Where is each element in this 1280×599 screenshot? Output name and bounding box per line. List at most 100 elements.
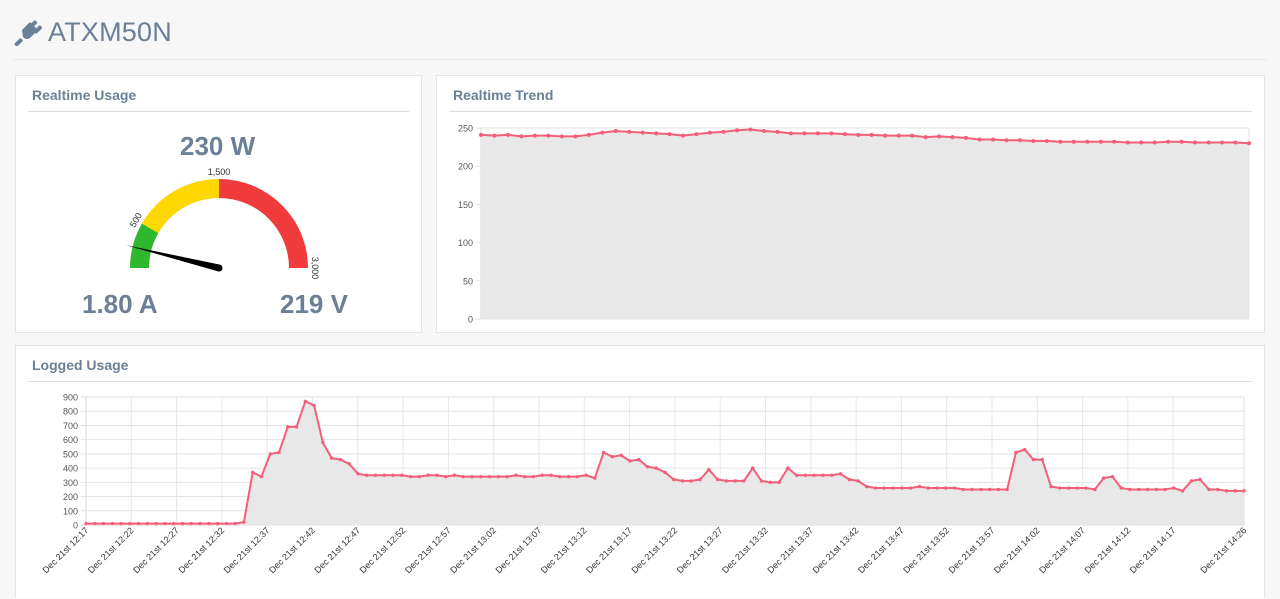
x-tick-label: Dec 21st 12:32: [176, 525, 226, 575]
page-header: ATXM50N: [14, 12, 172, 52]
data-point: [873, 486, 878, 490]
y-tick-label: 700: [63, 421, 78, 431]
data-point: [1145, 487, 1150, 492]
data-point: [636, 457, 641, 462]
data-point: [619, 453, 623, 458]
current-reading: 1.80 A: [82, 289, 158, 319]
data-point: [1163, 487, 1167, 492]
data-point: [1040, 457, 1044, 462]
data-point: [1084, 486, 1088, 490]
data-point: [540, 473, 544, 477]
data-point: [847, 477, 851, 482]
data-point: [1093, 487, 1097, 492]
x-tick-label: Dec 21st 13:42: [811, 525, 861, 575]
y-tick-label: 100: [458, 238, 473, 248]
data-point: [935, 486, 939, 490]
x-tick-label: Dec 21st 13:32: [720, 525, 770, 575]
data-point: [400, 473, 404, 477]
data-point: [865, 484, 869, 489]
data-point: [910, 133, 915, 138]
data-point: [759, 479, 764, 483]
data-point: [356, 472, 360, 476]
data-point: [119, 521, 123, 526]
data-point: [829, 131, 834, 136]
data-point: [970, 487, 974, 492]
panel-title: Logged Usage: [32, 357, 129, 373]
data-point: [987, 487, 992, 492]
data-point: [883, 133, 888, 138]
data-point: [1066, 486, 1071, 490]
data-point: [829, 473, 834, 477]
data-point: [294, 425, 299, 429]
data-point: [979, 487, 983, 492]
data-point: [338, 457, 343, 462]
y-tick-label: 500: [63, 449, 78, 459]
x-tick-label: Dec 21st 13:17: [584, 525, 634, 575]
data-point: [748, 127, 753, 132]
y-tick-label: 150: [458, 200, 473, 210]
panel-divider: [28, 111, 409, 112]
data-point: [1128, 487, 1132, 492]
data-point: [93, 521, 97, 526]
gauge-band: [130, 223, 159, 268]
x-tick-label: Dec 21st 13:22: [629, 525, 679, 575]
y-tick-label: 250: [458, 124, 473, 134]
x-tick-label: Dec 21st 12:52: [358, 525, 408, 575]
data-point: [708, 130, 713, 135]
data-point: [1198, 477, 1202, 482]
data-point: [268, 452, 272, 456]
data-point: [1085, 139, 1090, 144]
data-point: [365, 473, 369, 477]
x-tick-label: Dec 21st 13:47: [856, 525, 906, 575]
data-point: [1058, 486, 1062, 490]
data-point: [233, 521, 237, 526]
data-point: [558, 474, 562, 479]
data-point: [1005, 487, 1009, 492]
data-point: [505, 132, 510, 137]
x-tick-label: Dec 21st 14:26: [1199, 525, 1249, 575]
data-point: [1112, 139, 1117, 144]
data-point: [586, 132, 591, 137]
data-point: [724, 479, 729, 483]
data-point: [435, 473, 439, 477]
panel-divider: [449, 111, 1252, 112]
data-point: [496, 474, 501, 479]
data-point: [721, 129, 726, 134]
x-tick-label: Dec 21st 12:17: [41, 525, 91, 575]
data-point: [584, 473, 588, 477]
y-tick-label: 100: [63, 506, 78, 516]
data-point: [856, 479, 860, 483]
data-point: [154, 521, 158, 526]
logged-usage-panel: Logged Usage 0 100 200 300 400 500 600 700 800 90…: [15, 345, 1265, 598]
data-point: [654, 466, 658, 470]
data-point: [751, 466, 755, 470]
data-point: [733, 479, 737, 483]
data-point: [1004, 138, 1009, 143]
gauge-needle-hub: [215, 264, 223, 272]
header-divider: [14, 59, 1266, 60]
plug-icon: [14, 20, 42, 46]
y-tick-label: 600: [63, 435, 78, 445]
data-point: [961, 487, 965, 492]
data-point: [944, 486, 948, 490]
data-point: [663, 470, 667, 475]
data-point: [84, 521, 88, 526]
data-point: [312, 403, 316, 408]
data-point: [250, 470, 255, 475]
data-point: [777, 480, 781, 485]
data-point: [715, 477, 720, 482]
data-point: [145, 521, 150, 526]
data-point: [707, 467, 711, 472]
data-point: [1154, 487, 1158, 492]
data-point: [417, 474, 422, 479]
data-point: [479, 132, 483, 137]
data-point: [735, 128, 739, 133]
data-point: [667, 132, 672, 137]
page-title: ATXM50N: [48, 16, 172, 47]
data-point: [1247, 141, 1251, 146]
x-tick-label: Dec 21st 14:07: [1037, 525, 1087, 575]
data-point: [242, 520, 246, 524]
data-point: [812, 473, 816, 477]
panel-title: Realtime Usage: [32, 87, 137, 103]
